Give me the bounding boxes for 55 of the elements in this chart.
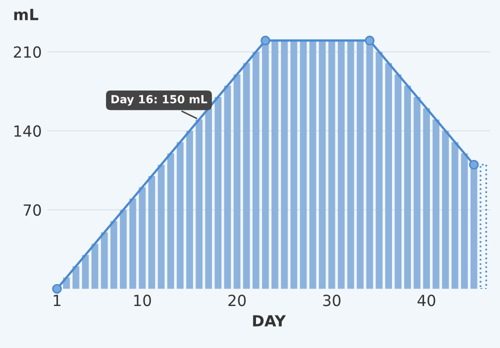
point bbox=[364, 36, 375, 46]
bar bbox=[100, 232, 108, 289]
bar bbox=[176, 142, 184, 289]
bar bbox=[280, 40, 288, 289]
bar bbox=[461, 153, 468, 289]
bar bbox=[300, 40, 307, 289]
bar bbox=[148, 176, 156, 289]
bar bbox=[196, 120, 203, 289]
bar bbox=[356, 40, 364, 289]
point bbox=[52, 284, 62, 294]
bar bbox=[214, 96, 222, 289]
y-tick-label: 70 bbox=[24, 204, 41, 216]
bar bbox=[347, 40, 354, 289]
x-tick-label: 20 bbox=[228, 294, 246, 306]
bar bbox=[205, 108, 212, 289]
x-tick-label: 40 bbox=[418, 294, 436, 306]
y-axis-title: mL bbox=[14, 8, 38, 20]
bar bbox=[452, 142, 458, 289]
bar bbox=[432, 120, 440, 289]
bar bbox=[442, 130, 449, 289]
x-axis-title: DAY bbox=[253, 315, 286, 326]
bar bbox=[423, 108, 430, 289]
x-tick-label: 1 bbox=[54, 294, 60, 306]
annotation: Day 16: 150 mL bbox=[111, 95, 208, 106]
bar bbox=[224, 86, 231, 289]
bar bbox=[385, 63, 392, 289]
bar bbox=[318, 40, 326, 289]
bar bbox=[167, 153, 174, 289]
bar bbox=[252, 52, 260, 289]
x-tick-label: 30 bbox=[323, 294, 340, 306]
x-tick-label: 10 bbox=[134, 294, 151, 306]
bar bbox=[186, 130, 194, 289]
bar bbox=[110, 221, 118, 289]
bar bbox=[82, 254, 89, 289]
bar bbox=[91, 244, 98, 289]
bar bbox=[272, 40, 278, 289]
bar bbox=[404, 86, 411, 289]
bar bbox=[290, 40, 298, 289]
y-tick-label: 210 bbox=[14, 46, 41, 58]
bar bbox=[414, 96, 420, 289]
bar bbox=[243, 63, 250, 289]
bar bbox=[309, 40, 316, 289]
bar bbox=[338, 40, 345, 289]
bar bbox=[394, 74, 402, 289]
point bbox=[260, 36, 270, 46]
bar bbox=[158, 164, 165, 289]
bar bbox=[120, 210, 127, 289]
point bbox=[469, 160, 479, 170]
bar bbox=[72, 266, 80, 289]
y-tick-label: 140 bbox=[14, 125, 41, 137]
bar bbox=[234, 74, 240, 289]
bar bbox=[328, 40, 336, 289]
bar bbox=[129, 198, 136, 289]
bar bbox=[138, 187, 146, 289]
bar bbox=[376, 52, 383, 289]
